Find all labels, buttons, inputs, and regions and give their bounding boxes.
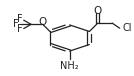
Text: O: O [94, 6, 102, 16]
Text: Cl: Cl [122, 23, 132, 33]
Text: F: F [16, 14, 22, 24]
Text: O: O [39, 17, 47, 27]
Text: F: F [16, 24, 22, 34]
Text: NH₂: NH₂ [60, 61, 79, 71]
Text: F: F [13, 19, 18, 29]
